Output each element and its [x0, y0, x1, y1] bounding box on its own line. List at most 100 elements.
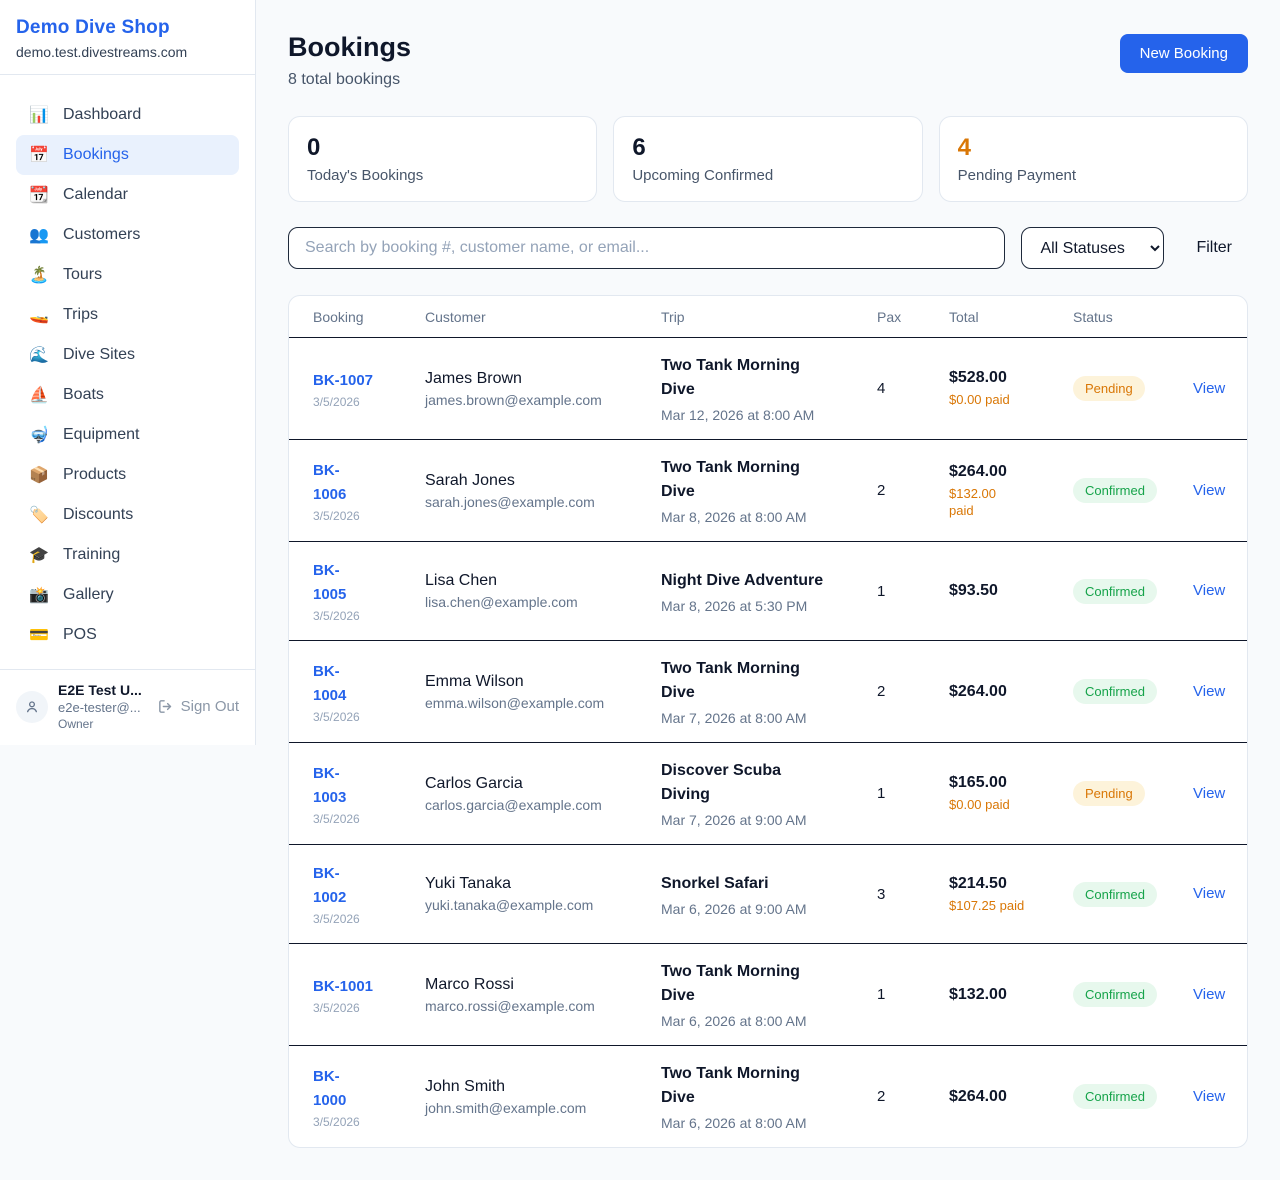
pax-count: 2 [877, 683, 886, 700]
booking-id-link[interactable]: BK-1007 [313, 371, 374, 389]
view-link[interactable]: View [1193, 481, 1226, 499]
user-email: e2e-tester@... [58, 700, 141, 715]
total-amount: $214.50 [949, 874, 1007, 892]
trip-name: Discover Scuba Diving [661, 762, 782, 803]
total-amount: $528.00 [949, 369, 1007, 386]
sidebar-item-bookings[interactable]: 📅 Bookings [16, 135, 239, 175]
customer-name: Sarah Jones [425, 471, 515, 489]
sidebar-item-trips[interactable]: 🚤 Trips [29, 306, 98, 324]
customer-email: marco.rossi@example.com [425, 997, 595, 1014]
view-link[interactable]: View [1193, 379, 1226, 397]
trip-datetime: Mar 7, 2026 at 9:00 AM [661, 812, 807, 828]
shop-domain: demo.test.divestreams.com [16, 44, 188, 60]
sidebar-nav: 📊 Dashboard 📅 Bookings 📆 Calendar 👥 Cust… [0, 75, 255, 669]
credit-card-icon: 💳 [29, 627, 49, 644]
booking-created-date: 3/5/2026 [313, 811, 360, 826]
sidebar-item-customers[interactable]: 👥 Customers [29, 226, 141, 244]
trip-datetime: Mar 12, 2026 at 8:00 AM [661, 407, 815, 423]
column-header-booking: Booking [313, 308, 364, 325]
stat-label: Today's Bookings [307, 167, 424, 184]
table-row: BK- 1003 3/5/2026 Carlos Garcia carlos.g… [289, 743, 1247, 845]
booking-id-link[interactable]: BK-1001 [313, 977, 374, 995]
booking-id-link[interactable]: BK- 1002 [313, 865, 347, 906]
column-header-pax: Pax [877, 308, 902, 325]
user-info: E2E Test U... e2e-tester@... Owner [58, 682, 147, 731]
total-amount: $264.00 [949, 682, 1007, 700]
sidebar-item-discounts[interactable]: 🏷️ Discounts [29, 506, 134, 524]
calendar-icon: 📅 [29, 147, 49, 164]
customer-email: john.smith@example.com [425, 1099, 587, 1116]
new-booking-button[interactable]: New Booking [1119, 34, 1248, 73]
sidebar-item-gallery[interactable]: 📸 Gallery [29, 586, 114, 604]
sidebar-item-equipment[interactable]: 🤿 Equipment [29, 426, 140, 444]
table-row: BK- 1002 3/5/2026 Yuki Tanaka yuki.tanak… [289, 845, 1247, 944]
sidebar-item-pos[interactable]: 💳 POS [29, 626, 97, 644]
booking-id-link[interactable]: BK- 1006 [313, 461, 347, 503]
paid-amount: $132.00 paid [949, 485, 996, 518]
view-link[interactable]: View [1193, 784, 1226, 802]
view-link[interactable]: View [1193, 682, 1226, 700]
booking-created-date: 3/5/2026 [313, 912, 360, 926]
view-link[interactable]: View [1193, 1087, 1226, 1105]
status-badge: Pending [1073, 781, 1145, 806]
trip-name: Two Tank Morning Dive [661, 459, 800, 500]
sidebar-item-training[interactable]: 🎓 Training [29, 546, 121, 564]
view-link[interactable]: View [1193, 885, 1226, 902]
user-box: E2E Test U... e2e-tester@... Owner Sign … [0, 669, 255, 745]
trip-name: Two Tank Morning Dive [661, 963, 800, 1004]
view-link[interactable]: View [1193, 582, 1226, 599]
booking-created-date: 3/5/2026 [313, 1114, 360, 1129]
graduation-cap-icon: 🎓 [29, 547, 49, 564]
booking-id-link[interactable]: BK- 1000 [313, 1067, 347, 1109]
diving-mask-icon: 🤿 [29, 427, 49, 444]
customer-email: carlos.garcia@example.com [425, 796, 602, 813]
total-amount: $165.00 [949, 774, 1007, 791]
sidebar-item-tours[interactable]: 🏝️ Tours [29, 266, 103, 284]
sidebar-item-dive-sites[interactable]: 🌊 Dive Sites [29, 346, 136, 364]
column-header-trip: Trip [661, 308, 685, 325]
pax-count: 1 [877, 785, 886, 802]
booking-id-link[interactable]: BK- 1005 [313, 562, 347, 603]
sidebar-item-calendar[interactable]: 📆 Calendar [29, 186, 128, 204]
island-icon: 🏝️ [29, 267, 49, 284]
logout-icon [158, 700, 171, 713]
view-link[interactable]: View [1193, 985, 1226, 1003]
booking-created-date: 3/5/2026 [313, 394, 360, 409]
filter-row: All Statuses Filter [288, 227, 1248, 269]
sidebar-item-dashboard[interactable]: 📊 Dashboard [29, 106, 142, 124]
stat-card: 0 Today's Bookings [288, 116, 598, 202]
booking-id-link[interactable]: BK- 1003 [313, 764, 347, 806]
pax-count: 3 [877, 885, 886, 903]
customer-name: Carlos Garcia [425, 774, 523, 792]
total-amount: $93.50 [949, 582, 998, 599]
user-role: Owner [58, 717, 94, 731]
sign-out-label: Sign Out [180, 698, 239, 715]
bar-chart-icon: 📊 [29, 107, 49, 124]
sign-out-button[interactable]: Sign Out [157, 698, 239, 715]
pax-count: 4 [877, 380, 886, 397]
user-name: E2E Test U... [58, 682, 142, 698]
wave-icon: 🌊 [29, 347, 49, 364]
search-input[interactable] [288, 227, 1006, 269]
pax-count: 2 [877, 482, 886, 499]
column-header-total: Total [949, 308, 979, 325]
booking-created-date: 3/5/2026 [313, 1000, 360, 1015]
sidebar-item-boats[interactable]: ⛵ Boats [29, 386, 104, 404]
customer-name: Yuki Tanaka [425, 875, 511, 892]
sailboat-icon: ⛵ [29, 387, 49, 404]
column-header-customer: Customer [425, 308, 486, 325]
filter-button[interactable]: Filter [1180, 231, 1248, 265]
status-select[interactable]: All Statuses [1021, 227, 1165, 269]
sidebar: Demo Dive Shop demo.test.divestreams.com… [0, 0, 256, 745]
total-amount: $132.00 [949, 985, 1007, 1003]
sidebar-item-products[interactable]: 📦 Products [29, 466, 127, 484]
brand-block: Demo Dive Shop demo.test.divestreams.com [0, 0, 255, 75]
page-header: Bookings 8 total bookings New Booking [288, 32, 1248, 89]
table-row: BK- 1005 3/5/2026 Lisa Chen lisa.chen@ex… [289, 542, 1247, 641]
trip-name: Snorkel Safari [661, 874, 769, 892]
booking-id-link[interactable]: BK- 1004 [313, 662, 347, 704]
pax-count: 1 [877, 986, 886, 1003]
main-content: Bookings 8 total bookings New Booking 0 … [256, 0, 1280, 1180]
pax-count: 1 [877, 582, 886, 600]
table-row: BK- 1004 3/5/2026 Emma Wilson emma.wilso… [289, 641, 1247, 743]
